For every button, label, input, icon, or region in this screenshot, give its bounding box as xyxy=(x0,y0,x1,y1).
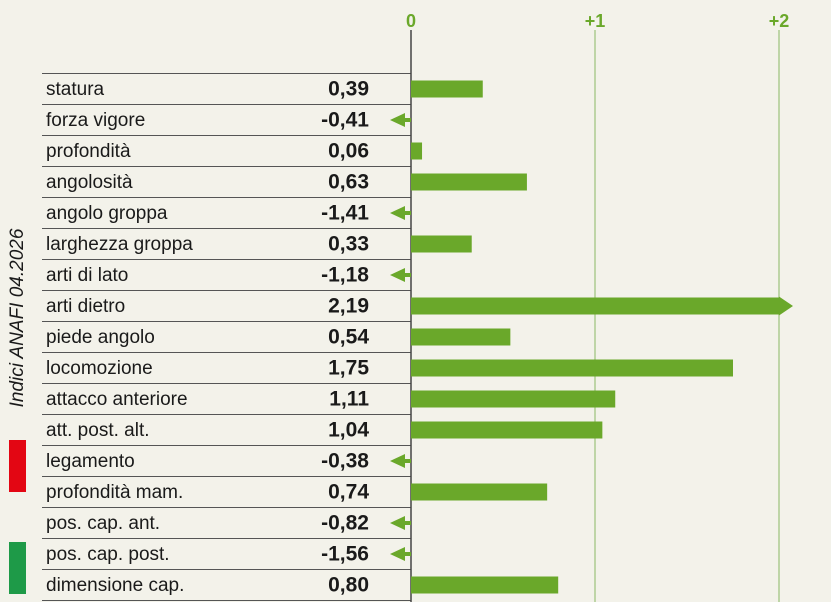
bar xyxy=(411,359,733,377)
value-label: 1,75 xyxy=(328,357,369,380)
category-label: locomozione xyxy=(46,358,153,379)
bar xyxy=(411,80,483,98)
category-label: angolosità xyxy=(46,172,133,193)
x-tick-label: 0 xyxy=(406,11,416,31)
value-label: -1,56 xyxy=(321,543,369,566)
x-tick-label: +1 xyxy=(585,11,606,31)
bar xyxy=(390,268,411,282)
category-label: angolo groppa xyxy=(46,203,168,224)
bar xyxy=(390,206,411,220)
value-label: 2,19 xyxy=(328,295,369,318)
category-label: forza vigore xyxy=(46,110,145,131)
bar xyxy=(390,113,411,127)
value-label: -0,38 xyxy=(321,450,369,473)
category-label: legamento xyxy=(46,451,135,472)
value-label: 1,04 xyxy=(328,419,369,442)
value-label: 0,54 xyxy=(328,326,369,349)
category-label: pos. cap. post. xyxy=(46,544,170,565)
bar xyxy=(411,173,527,191)
bar xyxy=(411,142,423,160)
side-label: Indici ANAFI 04.2026 xyxy=(7,228,28,407)
value-label: 0,39 xyxy=(328,78,369,101)
bar xyxy=(411,296,793,316)
bar xyxy=(411,390,616,408)
red-marker xyxy=(9,440,26,492)
category-label: arti dietro xyxy=(46,296,125,317)
bar xyxy=(390,454,411,468)
value-label: 0,06 xyxy=(328,140,369,163)
category-label: att. post. alt. xyxy=(46,420,150,441)
bar xyxy=(390,516,411,530)
category-label: profondità mam. xyxy=(46,482,183,503)
bar xyxy=(390,547,411,561)
value-label: 0,63 xyxy=(328,171,369,194)
bar xyxy=(411,328,511,346)
x-tick-label: +2 xyxy=(769,11,790,31)
category-label: larghezza groppa xyxy=(46,234,193,255)
value-label: 1,11 xyxy=(329,388,369,411)
bar xyxy=(411,576,559,594)
value-label: 0,80 xyxy=(328,574,369,597)
value-label: -0,41 xyxy=(321,109,369,132)
value-label: -0,82 xyxy=(321,512,369,535)
category-label: profondità xyxy=(46,141,131,162)
category-label: dimensione cap. xyxy=(46,575,184,596)
value-label: -1,41 xyxy=(321,202,369,225)
category-label: attacco anteriore xyxy=(46,389,188,410)
category-label: pos. cap. ant. xyxy=(46,513,160,534)
bar xyxy=(411,235,472,253)
category-label: statura xyxy=(46,79,105,100)
category-label: arti di lato xyxy=(46,265,128,286)
value-label: 0,33 xyxy=(328,233,369,256)
bar xyxy=(411,483,548,501)
value-label: -1,18 xyxy=(321,264,369,287)
category-label: piede angolo xyxy=(46,327,155,348)
bar xyxy=(411,421,603,439)
value-label: 0,74 xyxy=(328,481,369,504)
green-marker xyxy=(9,542,26,594)
